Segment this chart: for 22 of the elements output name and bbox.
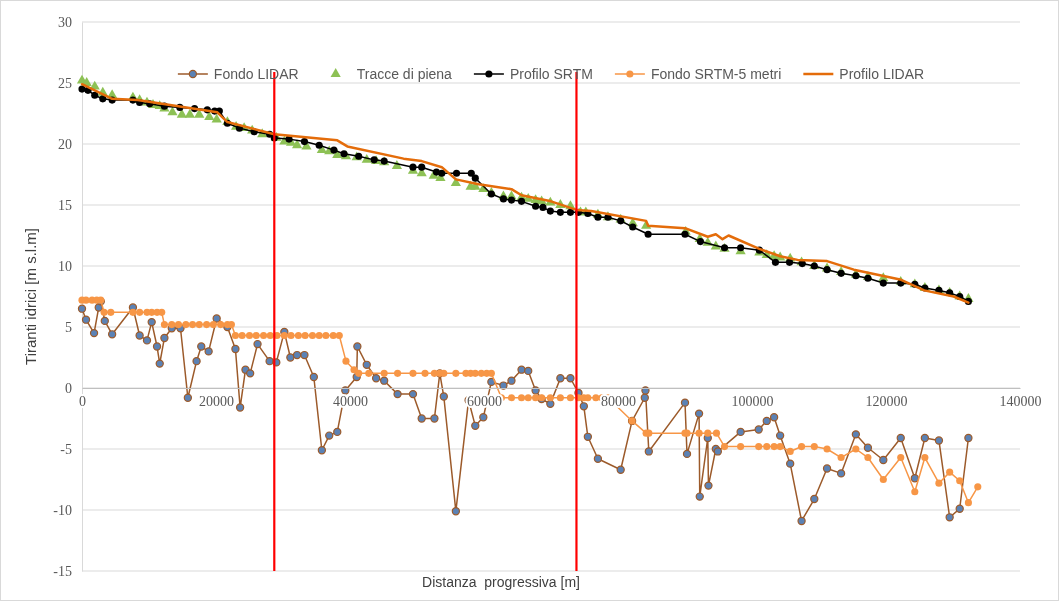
x-tick-label: 0 <box>79 393 86 409</box>
y-axis-title: Tiranti idrici [m s.l.m] <box>22 228 39 365</box>
y-tick-label: 25 <box>58 75 72 91</box>
y-tick-label: 5 <box>65 319 72 335</box>
x-tick-label: 20000 <box>199 393 234 409</box>
x-axis-title: Distanza progressiva [m] <box>422 574 580 590</box>
y-tick-label: -10 <box>53 502 72 518</box>
y-tick-label: 30 <box>58 14 72 30</box>
legend-label: Fondo SRTM-5 metri <box>650 66 782 82</box>
x-tick-label: 140000 <box>999 393 1042 409</box>
legend-label: Profilo LIDAR <box>839 66 925 82</box>
y-tick-label: -15 <box>53 563 72 579</box>
x-tick-label: 120000 <box>865 393 908 409</box>
y-tick-label: 0 <box>65 380 72 396</box>
y-tick-label: -5 <box>60 441 72 457</box>
legend-label: Fondo LIDAR <box>213 66 299 82</box>
y-tick-label: 10 <box>58 258 72 274</box>
x-tick-label: 100000 <box>731 393 774 409</box>
y-tick-label: 15 <box>58 197 72 213</box>
legend-label: Profilo SRTM <box>509 66 593 82</box>
y-tick-label: 20 <box>58 136 72 152</box>
legend-label: Tracce di piena <box>356 66 453 82</box>
